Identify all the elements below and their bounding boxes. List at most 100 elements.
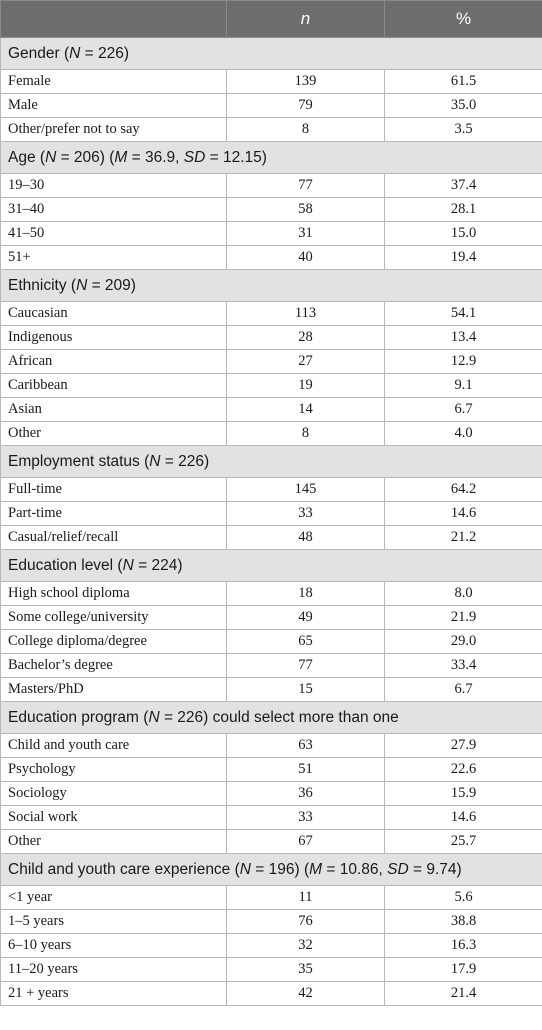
row-percent: 9.1 (384, 373, 542, 398)
table-row: Full-time 145 64.2 (0, 477, 542, 502)
section-header-age: Age (N = 206) (M = 36.9, SD = 12.15) (0, 141, 542, 174)
section-title-part: Age ( (8, 148, 46, 166)
section-title-part: Education level ( (8, 556, 123, 574)
row-label: Some college/university (0, 605, 227, 630)
table-row: High school diploma 18 8.0 (0, 581, 542, 606)
row-label: Caucasian (0, 301, 227, 326)
row-percent: 13.4 (384, 325, 542, 350)
table-row: Part-time 33 14.6 (0, 501, 542, 526)
row-count: 77 (226, 173, 385, 198)
row-count: 76 (226, 909, 385, 934)
row-percent: 64.2 (384, 477, 542, 502)
table-row: Some college/university 49 21.9 (0, 605, 542, 630)
section-header-employment: Employment status (N = 226) (0, 445, 542, 478)
row-label: 11–20 years (0, 957, 227, 982)
section-title-part: N (69, 44, 81, 62)
section-title-part: N (149, 452, 161, 470)
section-title-part: M (114, 148, 128, 166)
section-title-part: = 9.74) (408, 860, 462, 878)
table-body: Gender (N = 226) Female 139 61.5 Male 79 35.0 O… (0, 37, 542, 1006)
section-title-part: = 226) (80, 44, 130, 62)
row-count: 8 (226, 421, 385, 446)
table-row: Caribbean 19 9.1 (0, 373, 542, 398)
row-percent: 25.7 (384, 829, 542, 854)
row-percent: 27.9 (384, 733, 542, 758)
row-label: Child and youth care (0, 733, 227, 758)
section-title-part: Education program ( (8, 708, 149, 726)
row-percent: 4.0 (384, 421, 542, 446)
row-count: 58 (226, 197, 385, 222)
table-row: Female 139 61.5 (0, 69, 542, 94)
table-row: 21 + years 42 21.4 (0, 981, 542, 1006)
table-row: 31–40 58 28.1 (0, 197, 542, 222)
row-label: Indigenous (0, 325, 227, 350)
row-label: 41–50 (0, 221, 227, 246)
row-percent: 8.0 (384, 581, 542, 606)
table-row: Other 8 4.0 (0, 421, 542, 446)
row-percent: 54.1 (384, 301, 542, 326)
row-label: Other (0, 829, 227, 854)
demographics-table: n % Gender (N = 226) Female 139 61.5 Male 79 3… (0, 0, 542, 1006)
row-label: Other/prefer not to say (0, 117, 227, 142)
table-row: Casual/relief/recall 48 21.2 (0, 525, 542, 550)
table-row: Child and youth care 63 27.9 (0, 733, 542, 758)
row-label: African (0, 349, 227, 374)
row-percent: 29.0 (384, 629, 542, 654)
row-label: 1–5 years (0, 909, 227, 934)
section-title-part: = 196) ( (250, 860, 310, 878)
row-count: 113 (226, 301, 385, 326)
row-label: <1 year (0, 885, 227, 910)
section-title-part: N (148, 708, 160, 726)
row-percent: 37.4 (384, 173, 542, 198)
table-header: n % (0, 0, 542, 38)
header-n: n (226, 0, 385, 38)
row-count: 14 (226, 397, 385, 422)
section-title-part: Employment status ( (8, 452, 150, 470)
row-percent: 21.2 (384, 525, 542, 550)
row-label: 21 + years (0, 981, 227, 1006)
table-row: 41–50 31 15.0 (0, 221, 542, 246)
section-title: Education level (N = 224) (0, 549, 542, 582)
row-label: Other (0, 421, 227, 446)
section-title-part: Child and youth care experience ( (8, 860, 240, 878)
row-percent: 21.9 (384, 605, 542, 630)
table-row: 6–10 years 32 16.3 (0, 933, 542, 958)
section-title-part: = 206) ( (56, 148, 115, 166)
section-title: Ethnicity (N = 209) (0, 269, 542, 302)
section-title-part: SD (183, 148, 206, 166)
row-percent: 19.4 (384, 245, 542, 270)
row-percent: 3.5 (384, 117, 542, 142)
row-label: Caribbean (0, 373, 227, 398)
table-row: Masters/PhD 15 6.7 (0, 677, 542, 702)
section-title: Child and youth care experience (N = 196… (0, 853, 542, 886)
row-label: 51+ (0, 245, 227, 270)
table-row: African 27 12.9 (0, 349, 542, 374)
row-count: 49 (226, 605, 385, 630)
row-count: 35 (226, 957, 385, 982)
table-row: Bachelor’s degree 77 33.4 (0, 653, 542, 678)
section-title-part: = 12.15) (205, 148, 267, 166)
row-count: 40 (226, 245, 385, 270)
section-title-part: N (239, 860, 251, 878)
table-row: Asian 14 6.7 (0, 397, 542, 422)
row-count: 139 (226, 69, 385, 94)
table-row: Sociology 36 15.9 (0, 781, 542, 806)
row-percent: 14.6 (384, 501, 542, 526)
row-percent: 5.6 (384, 885, 542, 910)
header-label-cell (0, 0, 227, 38)
section-header-education-level: Education level (N = 224) (0, 549, 542, 582)
row-count: 51 (226, 757, 385, 782)
section-title: Age (N = 206) (M = 36.9, SD = 12.15) (0, 141, 542, 174)
header-row: n % (0, 0, 542, 38)
row-count: 77 (226, 653, 385, 678)
section-header-ethnicity: Ethnicity (N = 209) (0, 269, 542, 302)
row-count: 18 (226, 581, 385, 606)
row-count: 8 (226, 117, 385, 142)
row-label: High school diploma (0, 581, 227, 606)
row-count: 32 (226, 933, 385, 958)
section-title-part: N (45, 148, 57, 166)
section-title-part: Gender ( (8, 44, 70, 62)
row-count: 145 (226, 477, 385, 502)
section-title: Employment status (N = 226) (0, 445, 542, 478)
row-count: 65 (226, 629, 385, 654)
